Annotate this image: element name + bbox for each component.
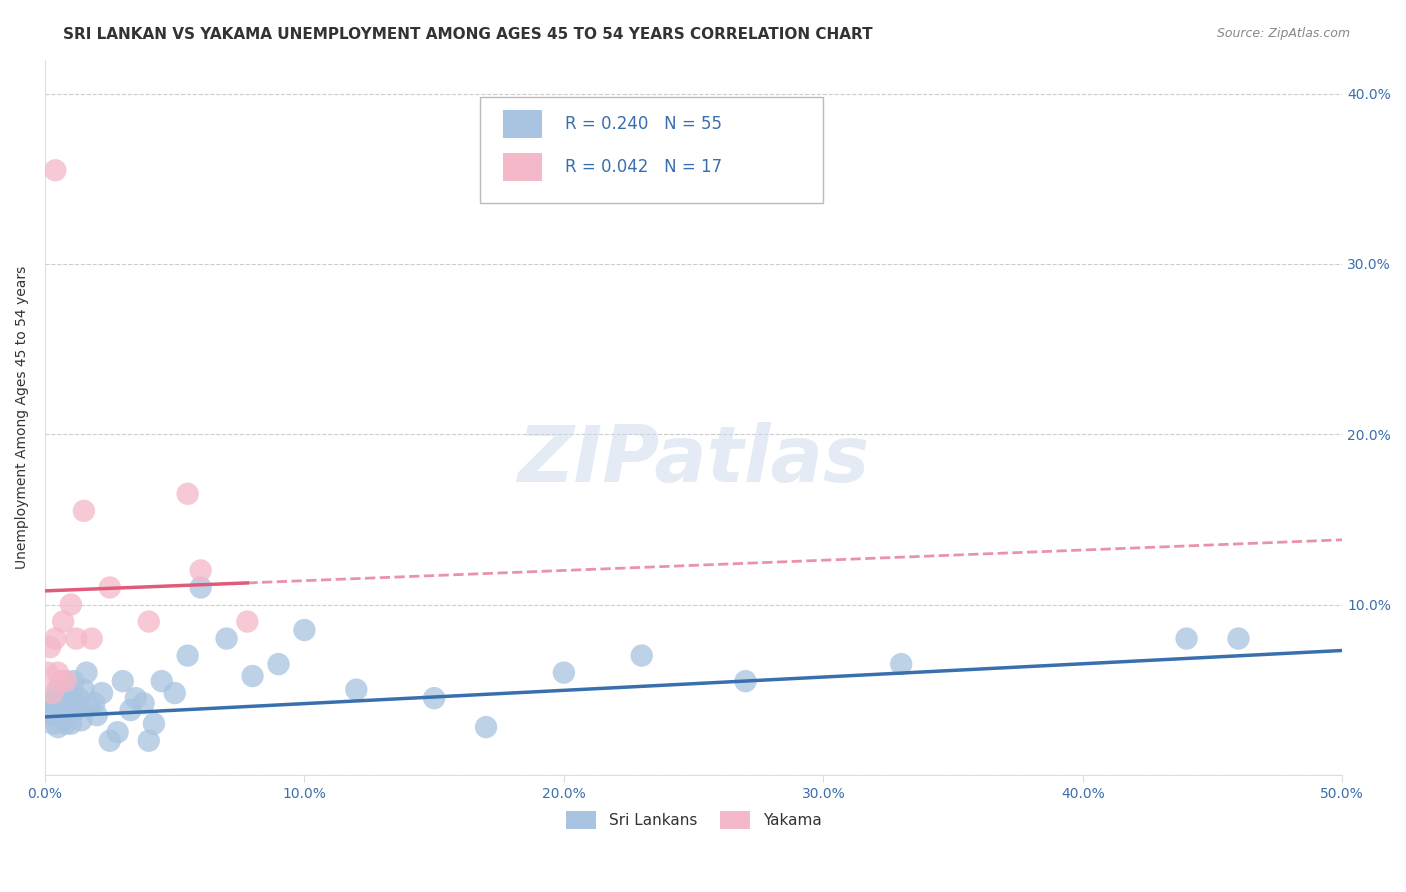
Y-axis label: Unemployment Among Ages 45 to 54 years: Unemployment Among Ages 45 to 54 years: [15, 266, 30, 569]
Point: [39, 640, 62, 654]
Point: [142, 716, 165, 731]
Point: [76, 665, 98, 680]
Text: R = 0.042   N = 17: R = 0.042 N = 17: [565, 158, 723, 176]
Point: [55, 674, 77, 689]
Text: R = 0.240   N = 55: R = 0.240 N = 55: [565, 115, 723, 133]
Point: [37, 665, 59, 680]
Point: [44, 708, 66, 723]
Text: SRI LANKAN VS YAKAMA UNEMPLOYMENT AMONG AGES 45 TO 54 YEARS CORRELATION CHART: SRI LANKAN VS YAKAMA UNEMPLOYMENT AMONG …: [63, 27, 873, 42]
Point: [163, 686, 186, 700]
Point: [630, 648, 652, 663]
Point: [267, 657, 290, 672]
Point: [55, 674, 77, 689]
Point: [46, 720, 69, 734]
Point: [475, 720, 498, 734]
Point: [734, 674, 756, 689]
Point: [80, 632, 103, 646]
Point: [190, 564, 212, 578]
Point: [65, 632, 87, 646]
Legend: Sri Lankans, Yakama: Sri Lankans, Yakama: [560, 805, 828, 835]
Point: [215, 632, 238, 646]
Point: [39, 703, 62, 717]
Point: [52, 686, 75, 700]
Point: [98, 581, 121, 595]
Point: [344, 682, 367, 697]
Point: [58, 695, 80, 709]
Point: [59, 598, 82, 612]
Point: [91, 686, 114, 700]
Point: [59, 686, 82, 700]
Point: [83, 696, 105, 710]
Point: [1227, 632, 1250, 646]
Point: [55, 716, 77, 731]
Point: [39, 695, 62, 709]
Point: [70, 714, 93, 728]
Point: [138, 615, 160, 629]
Point: [190, 581, 212, 595]
Point: [73, 504, 96, 518]
Point: [58, 703, 80, 717]
Point: [59, 716, 82, 731]
Text: ZIPatlas: ZIPatlas: [517, 422, 870, 498]
Point: [46, 682, 69, 697]
Point: [49, 674, 72, 689]
Point: [138, 733, 160, 747]
Point: [111, 674, 134, 689]
Point: [86, 708, 108, 723]
Point: [44, 163, 66, 178]
Point: [98, 733, 121, 747]
Point: [49, 696, 72, 710]
Point: [65, 703, 87, 717]
Point: [423, 691, 446, 706]
Point: [553, 665, 575, 680]
Point: [42, 696, 65, 710]
Point: [49, 703, 72, 717]
Point: [890, 657, 912, 672]
Point: [236, 615, 259, 629]
Bar: [503, 110, 541, 138]
Point: [37, 708, 59, 723]
Point: [73, 682, 96, 697]
Point: [294, 623, 316, 637]
Point: [1175, 632, 1198, 646]
Point: [44, 691, 66, 706]
Point: [125, 691, 148, 706]
Point: [176, 487, 198, 501]
Point: [52, 615, 75, 629]
Point: [132, 696, 155, 710]
Point: [77, 699, 100, 714]
Point: [42, 686, 65, 700]
FancyBboxPatch shape: [479, 97, 824, 202]
Point: [120, 703, 142, 717]
Point: [42, 716, 65, 731]
Point: [37, 699, 59, 714]
Point: [62, 674, 84, 689]
Point: [107, 725, 129, 739]
Point: [46, 665, 69, 680]
Text: Source: ZipAtlas.com: Source: ZipAtlas.com: [1216, 27, 1350, 40]
Point: [67, 691, 90, 706]
Point: [242, 669, 264, 683]
Bar: [503, 153, 541, 181]
Point: [150, 674, 173, 689]
Point: [176, 648, 198, 663]
Point: [44, 632, 66, 646]
Point: [52, 712, 75, 726]
